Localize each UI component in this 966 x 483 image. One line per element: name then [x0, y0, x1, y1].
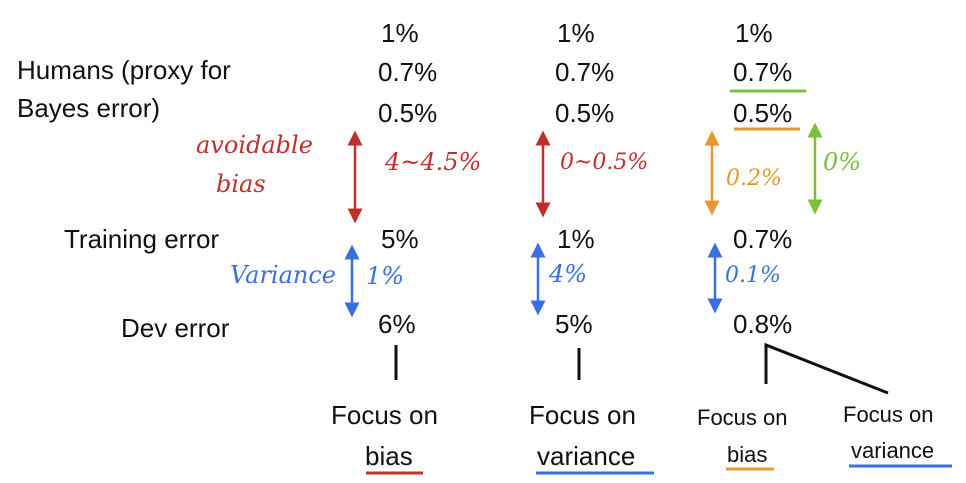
focus-label-4-line1: Focus on: [843, 402, 934, 427]
col2-human-value: 0.7%: [555, 57, 615, 87]
focus-label-3-line2: bias: [727, 442, 768, 467]
col1-dev-value: 6%: [378, 309, 416, 339]
dev-error-label: Dev error: [121, 313, 230, 343]
col3-human-value: 0.7%: [733, 57, 793, 87]
col2-bias-gap: 0~0.5%: [560, 150, 649, 175]
col2-top-value: 1%: [557, 18, 595, 48]
col1-training-value: 5%: [381, 224, 419, 254]
focus-label-4-line2: variance: [851, 438, 935, 463]
col1-variance-gap: 1%: [366, 262, 405, 290]
avoidable-bias-label-line1: avoidable: [196, 131, 313, 159]
focus-label-2-line2: variance: [537, 441, 636, 471]
focus-label-3-line1: Focus on: [697, 405, 788, 430]
training-error-label: Training error: [64, 224, 220, 254]
focus-label-1-line1: Focus on: [331, 400, 438, 430]
col3-training-value: 0.7%: [733, 224, 793, 254]
col2-training-value: 1%: [557, 224, 595, 254]
variance-label: Variance: [230, 261, 336, 289]
col3-variance-gap: 0.1%: [725, 263, 781, 288]
col3-bias-gap-green: 0%: [823, 148, 862, 176]
col1-bias-gap: 4~4.5%: [385, 148, 482, 176]
col3-decision-lines: [764, 342, 889, 395]
col1-top-value: 1%: [381, 18, 419, 48]
col3-top-value: 1%: [735, 18, 773, 48]
col2-variance-gap: 4%: [549, 260, 588, 288]
col2-dev-value: 5%: [555, 309, 593, 339]
col3-dev-value: 0.8%: [733, 309, 793, 339]
col2-bayes-value: 0.5%: [555, 98, 615, 128]
col1-human-value: 0.7%: [378, 57, 438, 87]
focus-label-2-line1: Focus on: [529, 400, 636, 430]
col3-bias-gap-orange: 0.2%: [726, 166, 782, 191]
col1-bayes-value: 0.5%: [378, 98, 438, 128]
humans-label-line2: Bayes error): [17, 93, 161, 123]
humans-label-line1: Humans (proxy for: [17, 55, 231, 85]
avoidable-bias-label-line2: bias: [216, 170, 266, 198]
focus-label-1-line2: bias: [365, 441, 413, 471]
col3-bayes-value: 0.5%: [733, 98, 793, 128]
